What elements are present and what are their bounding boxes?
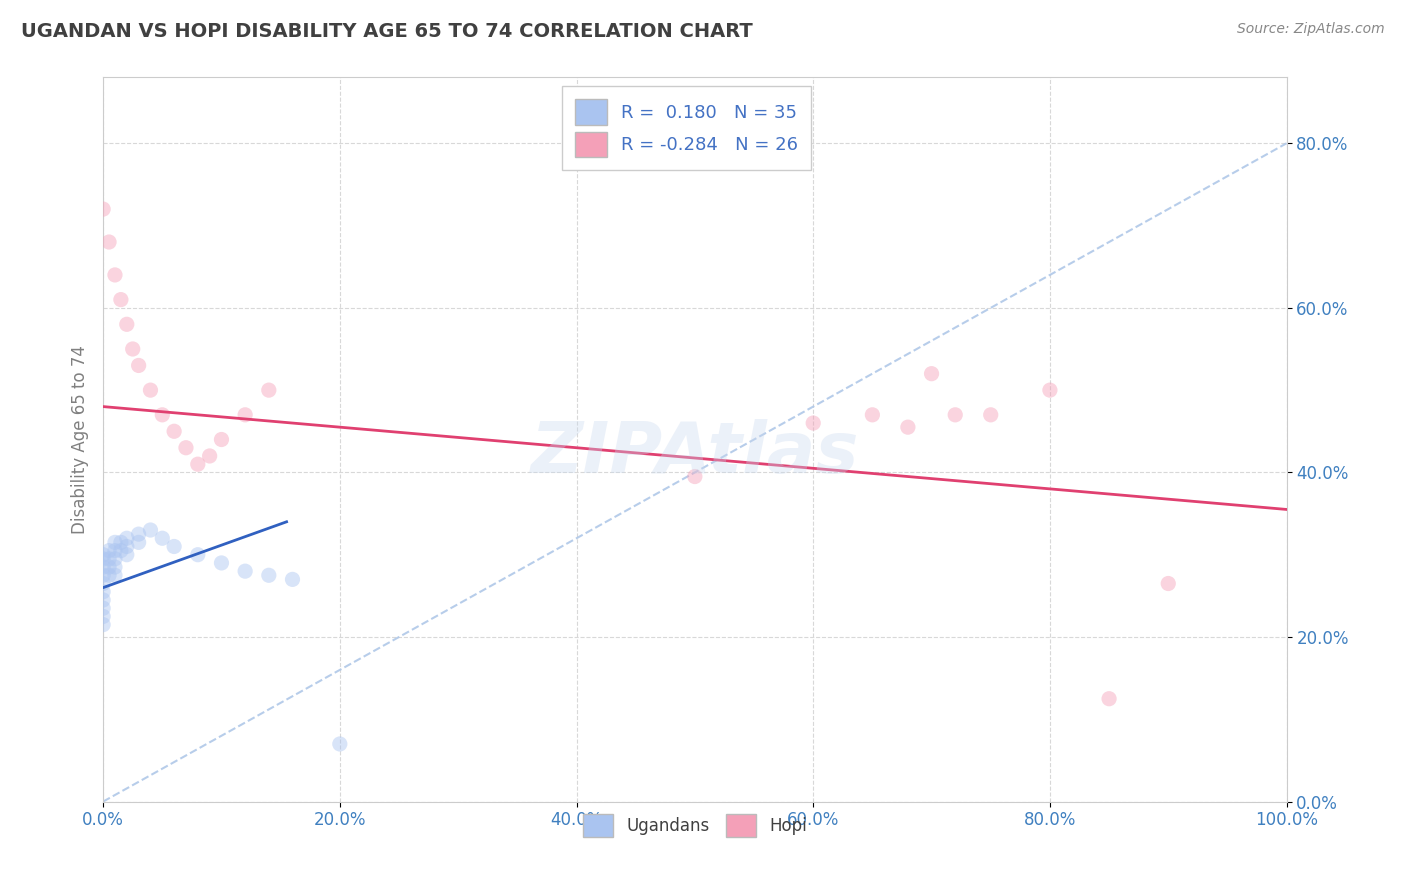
Point [257,568,280,582]
Text: ZIPAtlas: ZIPAtlas [530,419,859,489]
Point [1157,576,1180,591]
Point [801,416,824,430]
Point [150,408,173,422]
Point [104,535,127,549]
Point [128,535,150,549]
Point [329,737,352,751]
Point [91,584,114,599]
Point [91,593,114,607]
Y-axis label: Disability Age 65 to 74: Disability Age 65 to 74 [72,345,89,534]
Point [211,556,233,570]
Point [128,359,150,373]
Point [115,540,138,554]
Point [91,202,114,216]
Point [91,601,114,615]
Point [233,408,256,422]
Point [980,408,1002,422]
Point [98,560,121,574]
Point [121,342,143,356]
Point [104,568,127,582]
Point [115,318,138,332]
Point [91,551,114,566]
Point [281,573,304,587]
Point [104,551,127,566]
Point [150,531,173,545]
Point [110,535,132,549]
Point [91,548,114,562]
Point [91,560,114,574]
Point [98,568,121,582]
Point [128,527,150,541]
Point [163,540,186,554]
Point [163,424,186,438]
Legend: Ugandans, Hopi: Ugandans, Hopi [576,807,814,844]
Point [115,531,138,545]
Point [110,293,132,307]
Point [104,543,127,558]
Point [115,548,138,562]
Point [198,449,221,463]
Point [187,548,209,562]
Point [683,469,706,483]
Point [233,564,256,578]
Point [139,383,162,397]
Point [897,420,920,434]
Point [104,268,127,282]
Point [98,235,121,249]
Point [921,367,943,381]
Point [91,609,114,624]
Point [1039,383,1062,397]
Point [91,568,114,582]
Point [91,576,114,591]
Point [110,543,132,558]
Text: UGANDAN VS HOPI DISABILITY AGE 65 TO 74 CORRELATION CHART: UGANDAN VS HOPI DISABILITY AGE 65 TO 74 … [21,22,752,41]
Point [98,543,121,558]
Point [860,408,883,422]
Point [91,617,114,632]
Point [139,523,162,537]
Point [104,560,127,574]
Point [257,383,280,397]
Point [174,441,197,455]
Point [943,408,966,422]
Point [211,433,233,447]
Text: Source: ZipAtlas.com: Source: ZipAtlas.com [1237,22,1385,37]
Point [1098,691,1121,706]
Point [98,551,121,566]
Point [187,457,209,471]
